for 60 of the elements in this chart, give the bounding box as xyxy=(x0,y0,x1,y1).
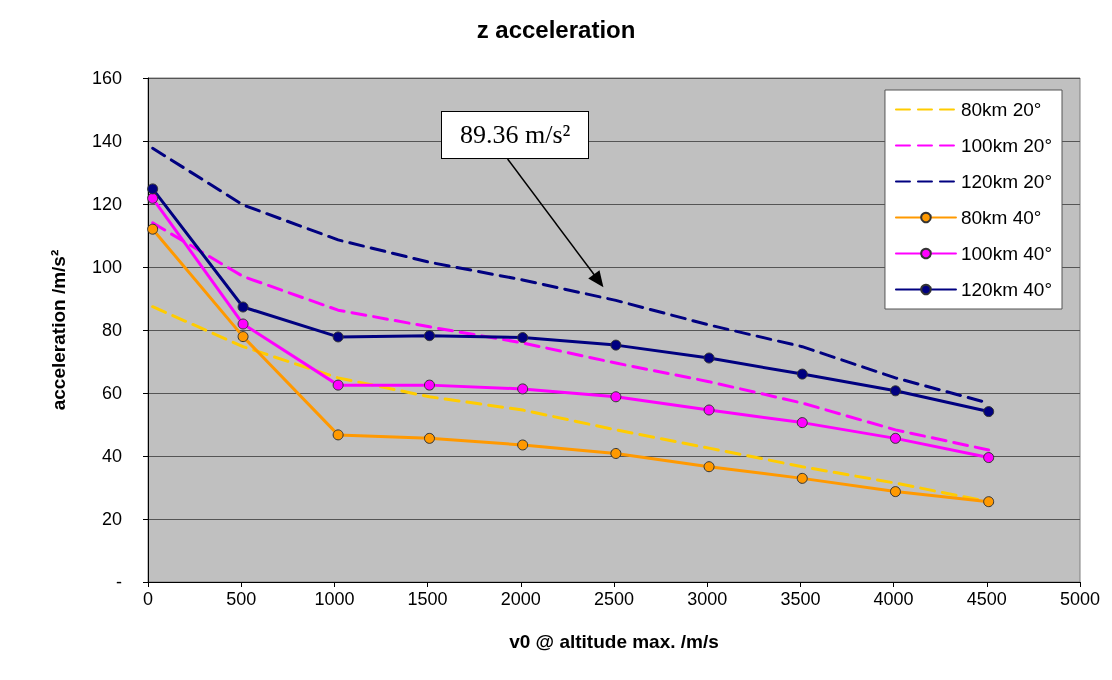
point xyxy=(703,461,715,473)
point xyxy=(610,391,622,403)
y-tick-label: 80 xyxy=(101,320,122,340)
x-tick-label: 3000 xyxy=(687,589,728,609)
annotation: 89.36 m/s² xyxy=(441,111,590,159)
legend-label: 120km 40° xyxy=(960,279,1053,300)
point xyxy=(889,432,901,444)
point xyxy=(332,379,344,391)
point xyxy=(889,486,901,498)
point xyxy=(237,301,249,313)
point xyxy=(983,452,995,464)
point xyxy=(147,223,159,235)
point xyxy=(796,417,808,429)
point xyxy=(517,332,529,344)
y-tick-label: 60 xyxy=(101,383,122,403)
point xyxy=(517,383,529,395)
point xyxy=(983,406,995,418)
point xyxy=(237,331,249,343)
point xyxy=(423,432,435,444)
y-tick-label: 120 xyxy=(91,194,122,214)
point xyxy=(610,447,622,459)
y-axis-title: acceleration /m/s² xyxy=(48,249,69,411)
point xyxy=(796,472,808,484)
x-tick-label: 2500 xyxy=(593,589,635,609)
y-tick-label: 40 xyxy=(101,446,122,466)
point xyxy=(703,404,715,416)
point xyxy=(423,330,435,342)
x-tick-label: 0 xyxy=(142,589,154,609)
x-tick-label: 5000 xyxy=(1059,589,1101,609)
legend-label: 80km 20° xyxy=(960,99,1042,120)
y-tick-label: - xyxy=(116,572,122,592)
point xyxy=(237,318,249,330)
x-tick-label: 2000 xyxy=(500,589,541,609)
legend-label: 100km 40° xyxy=(960,243,1053,264)
point xyxy=(423,379,435,391)
y-tick-label: 140 xyxy=(91,131,122,151)
legend-label: 120km 20° xyxy=(960,171,1053,192)
point xyxy=(517,439,529,451)
legend-label: 80km 40° xyxy=(960,207,1042,228)
x-axis-title: v0 @ altitude max. /m/s xyxy=(509,631,719,652)
point xyxy=(332,429,344,441)
x-tick-label: 3500 xyxy=(780,589,821,609)
x-tick-label: 500 xyxy=(226,589,257,609)
point xyxy=(610,339,622,351)
point xyxy=(147,192,159,204)
y-tick-label: 160 xyxy=(91,68,122,88)
x-tick-label: 1500 xyxy=(407,589,448,609)
point xyxy=(796,368,808,380)
point xyxy=(983,496,995,508)
y-tick-label: 100 xyxy=(91,257,122,277)
legend-label: 100km 20° xyxy=(960,135,1053,156)
x-tick-label: 4000 xyxy=(873,589,914,609)
x-tick-label: 4500 xyxy=(966,589,1007,609)
chart-title: z acceleration xyxy=(476,15,636,43)
point xyxy=(703,352,715,364)
point xyxy=(889,385,901,397)
point xyxy=(332,331,344,343)
y-tick-label: 20 xyxy=(101,509,122,529)
x-tick-label: 1000 xyxy=(314,589,355,609)
point xyxy=(147,183,159,195)
